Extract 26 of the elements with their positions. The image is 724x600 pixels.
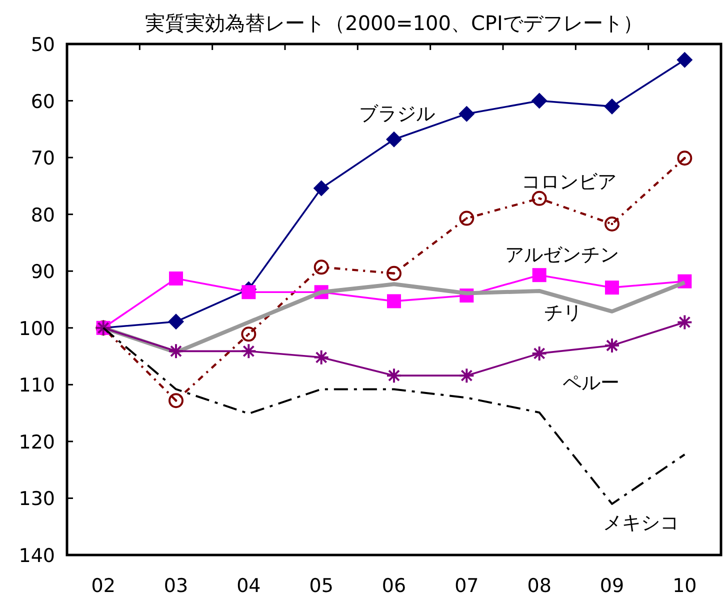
- series-label: チリ: [544, 302, 582, 324]
- y-tick-label: 120: [18, 431, 55, 454]
- x-tick-label: 04: [236, 575, 261, 597]
- x-tick-label: 07: [454, 575, 479, 597]
- x-tick-label: 09: [600, 575, 624, 597]
- series-label: メキシコ: [603, 512, 679, 534]
- y-tick-label: 90: [30, 261, 55, 284]
- y-tick-label: 50: [30, 34, 55, 56]
- series-label: ブラジル: [359, 103, 435, 125]
- x-tick-label: 03: [164, 575, 188, 597]
- y-tick-label: 60: [30, 90, 55, 113]
- x-tick-label: 06: [382, 575, 406, 597]
- y-tick-label: 100: [18, 318, 55, 340]
- series-label: アルゼンチン: [505, 244, 619, 266]
- x-tick-label: 05: [309, 575, 334, 597]
- series-label: ペルー: [562, 372, 620, 394]
- y-tick-label: 110: [18, 374, 55, 397]
- x-tick-label: 10: [672, 575, 697, 597]
- y-tick-label: 70: [30, 148, 55, 170]
- series-label: コロンビア: [522, 171, 616, 193]
- x-tick-label: 08: [527, 575, 552, 597]
- y-tick-label: 80: [30, 204, 55, 226]
- x-tick-label: 02: [91, 575, 116, 597]
- chart-title: 実質実効為替レート（2000=100、CPIでデフレート）: [145, 11, 643, 35]
- y-tick-label: 140: [18, 545, 55, 567]
- y-tick-label: 130: [18, 488, 55, 510]
